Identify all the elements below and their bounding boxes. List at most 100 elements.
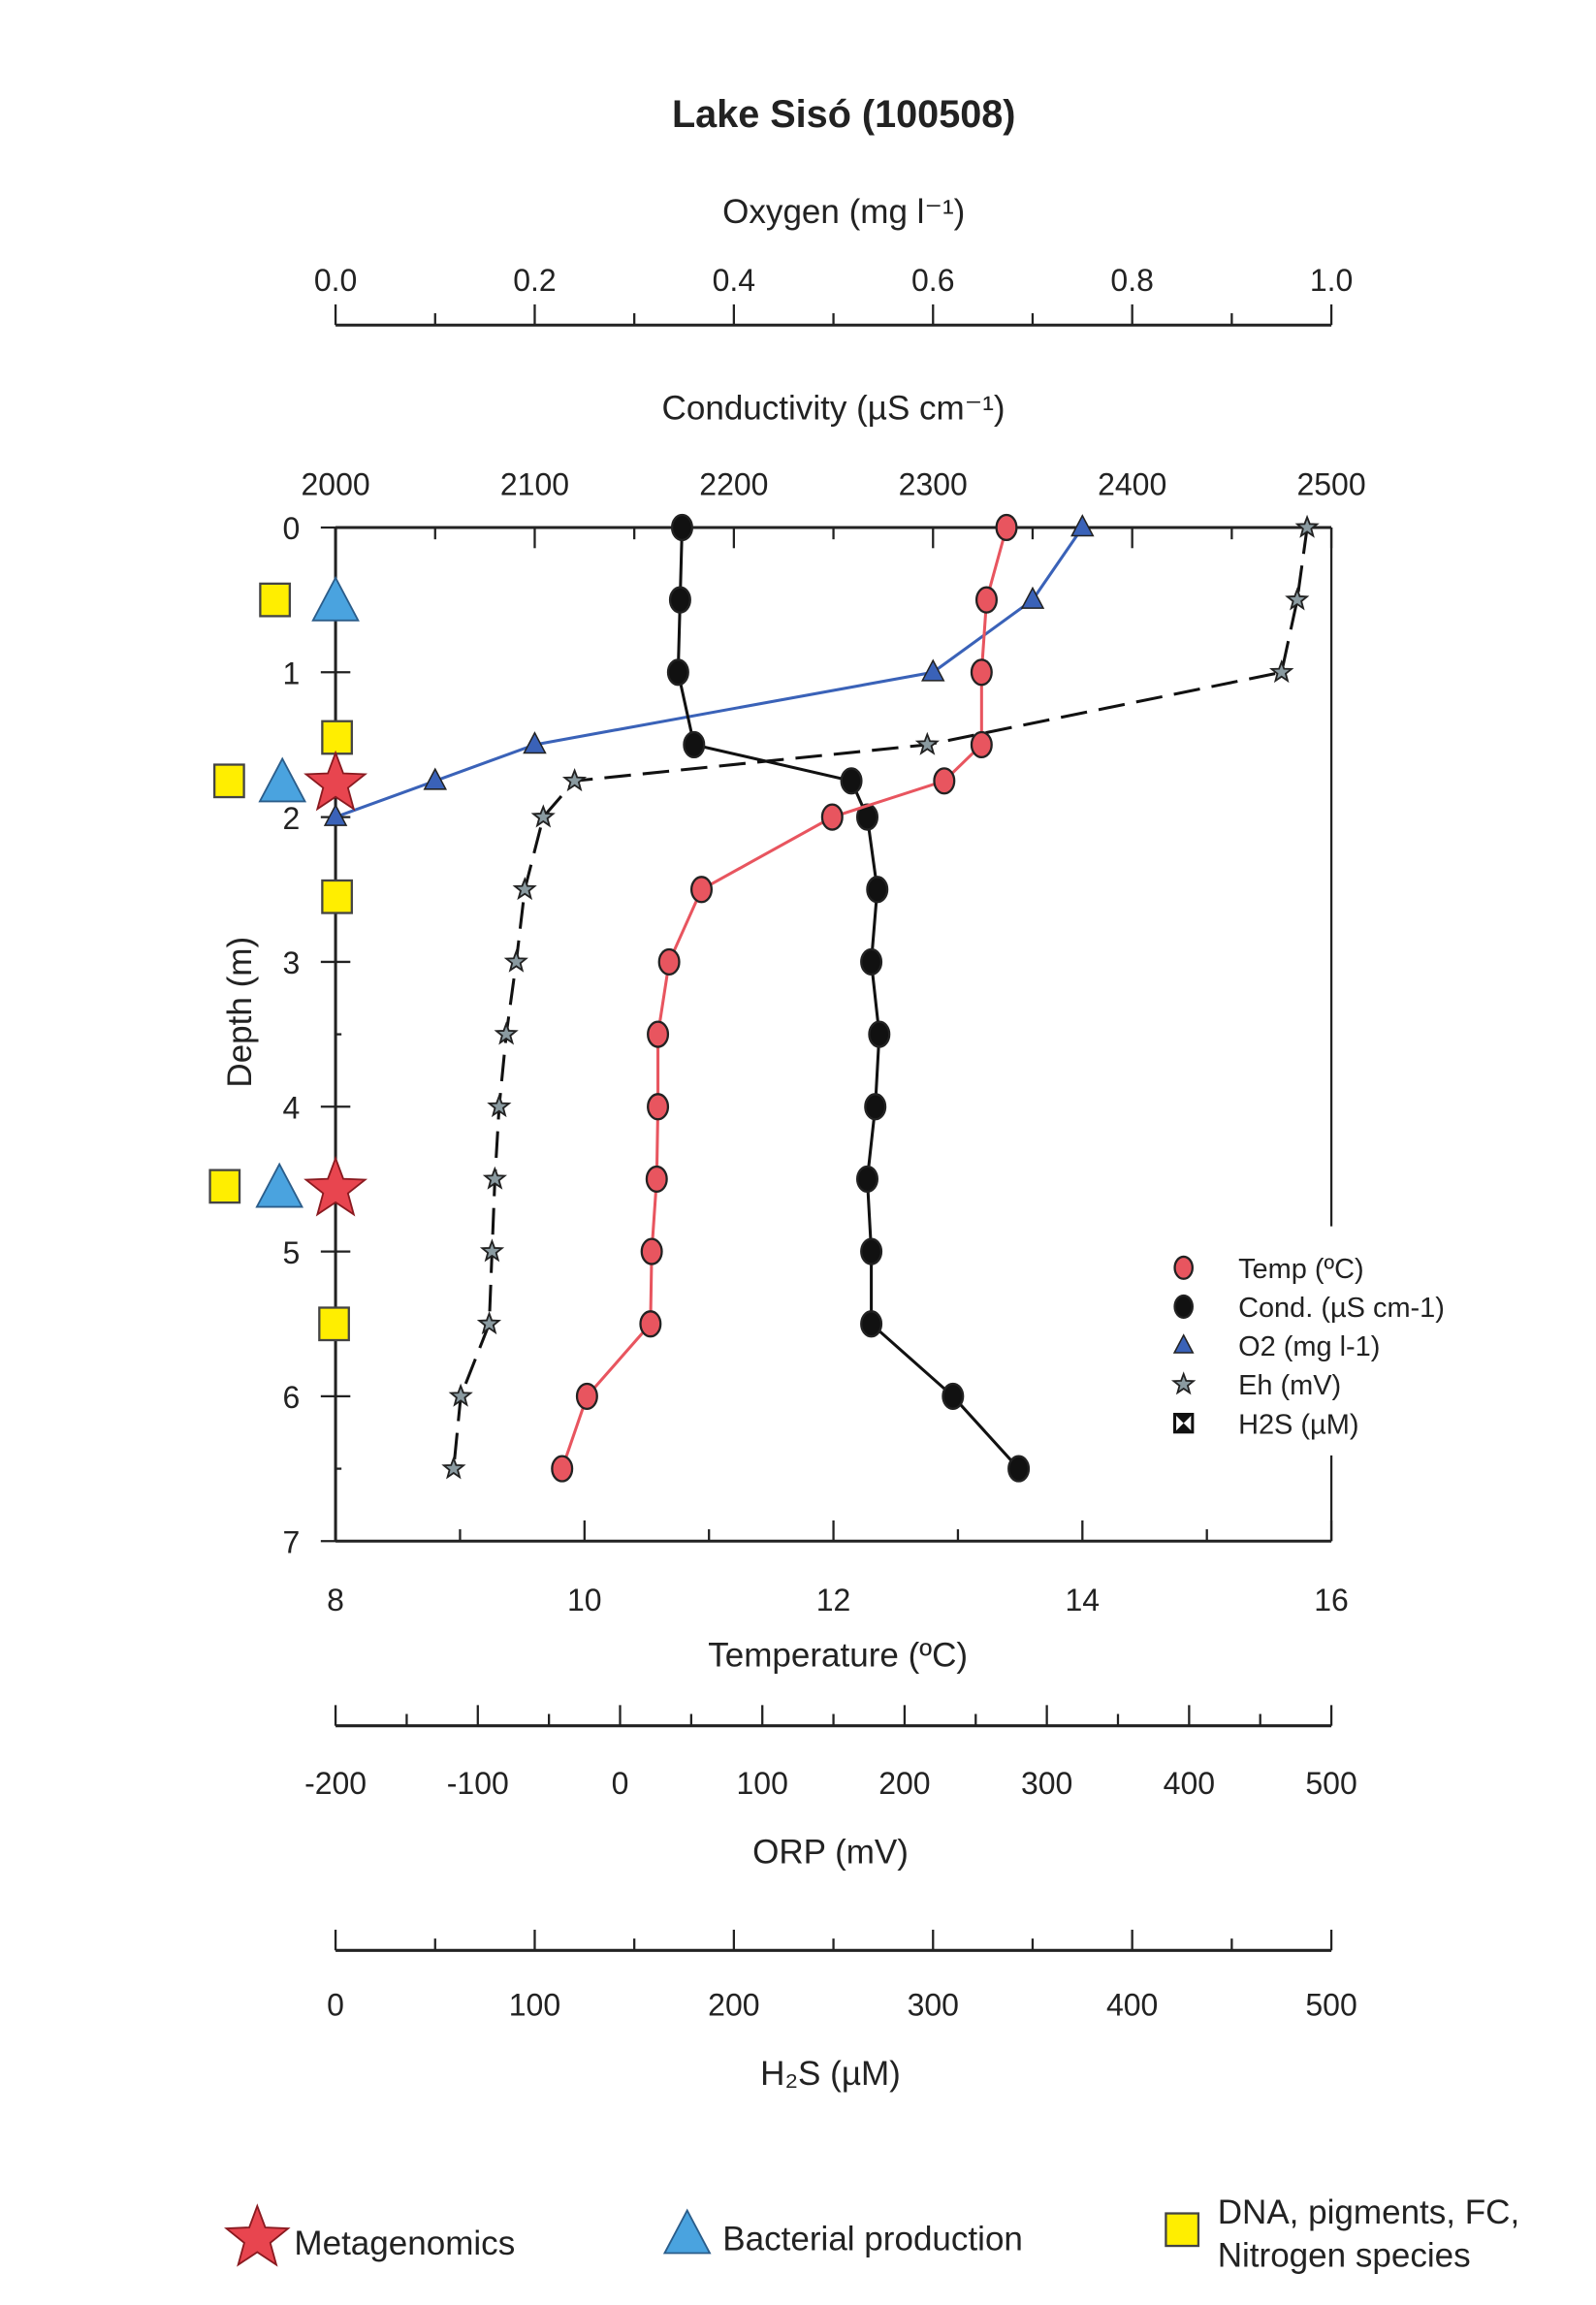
- data-point: [670, 513, 693, 542]
- data-point: [575, 1382, 598, 1411]
- conductivity-tick-label: 2500: [1296, 466, 1365, 501]
- data-point: [1285, 587, 1310, 611]
- orp-tick-label: -100: [447, 1766, 509, 1801]
- orp-tick-label: 400: [1164, 1766, 1215, 1801]
- data-point: [860, 1237, 883, 1265]
- dna-legend-label-line1: DNA, pigments, FC,: [1218, 2193, 1519, 2231]
- oxygen-tick-label: 0.6: [911, 263, 954, 298]
- data-point: [868, 1020, 891, 1048]
- conductivity-tick-label: 2000: [301, 466, 369, 501]
- conductivity-tick-label: 2200: [699, 466, 768, 501]
- data-point: [523, 731, 547, 754]
- data-marks: [208, 513, 1320, 1483]
- bacterial-production-legend-icon: [662, 2208, 712, 2255]
- bacterial-production-legend-label: Bacterial production: [722, 2221, 1023, 2258]
- dna-sample-marker: [208, 1169, 241, 1204]
- oxygen-tick-label: 0.4: [713, 263, 755, 298]
- bacterial-production-marker: [258, 756, 307, 803]
- data-point: [441, 1456, 466, 1480]
- depth-tick-label: 4: [282, 1090, 300, 1125]
- data-point: [482, 1166, 508, 1190]
- data-point: [561, 768, 588, 792]
- bacterial-production-marker: [311, 575, 360, 622]
- data-point: [530, 804, 556, 828]
- orp-tick-label: 200: [878, 1766, 930, 1801]
- h2s-tick-label: 500: [1305, 1987, 1357, 2022]
- depth-axis-label: Depth (m): [221, 937, 259, 1088]
- data-point: [820, 803, 844, 831]
- depth-tick-label: 3: [282, 945, 300, 980]
- legend-label: H2S (µM): [1238, 1409, 1358, 1440]
- orp-axis-label: ORP (mV): [752, 1833, 909, 1871]
- data-point: [942, 1382, 965, 1411]
- data-point: [1020, 586, 1045, 609]
- dna-sample-marker: [318, 1306, 350, 1342]
- dna-sample-marker: [321, 879, 353, 914]
- h2s-tick-label: 0: [327, 1987, 344, 2022]
- dna-legend-icon: [1165, 2212, 1200, 2248]
- h2s-tick-label: 100: [509, 1987, 560, 2022]
- metagenomics-marker: [303, 1155, 368, 1217]
- legend-label: Temp (ºC): [1238, 1254, 1364, 1285]
- data-point: [855, 1165, 878, 1194]
- data-point: [860, 1310, 883, 1338]
- data-point: [1269, 658, 1294, 684]
- data-point: [512, 877, 537, 901]
- temperature-tick-label: 8: [327, 1583, 344, 1617]
- h2s-tick-label: 200: [708, 1987, 759, 2022]
- legend-marker-4: [1173, 1412, 1195, 1434]
- data-point: [647, 1020, 670, 1048]
- legend-label: O2 (mg l-1): [1238, 1331, 1380, 1362]
- series-line-2: [335, 527, 1084, 819]
- data-point: [1294, 514, 1320, 538]
- conductivity-tick-label: 2100: [500, 466, 569, 501]
- depth-tick-label: 1: [282, 656, 300, 690]
- legend-marker-0: [1173, 1255, 1194, 1280]
- conductivity-tick-label: 2300: [899, 466, 968, 501]
- sampling-legend: Metagenomics Bacterial production DNA, pig…: [224, 2193, 1519, 2274]
- data-point: [1070, 514, 1095, 537]
- temperature-tick-label: 16: [1314, 1583, 1349, 1617]
- data-point: [666, 658, 689, 687]
- legend: Temp (ºC) Cond. (µS cm-1) O2 (mg l-1) Eh (m…: [1170, 1254, 1445, 1440]
- dna-sample-marker: [259, 582, 291, 618]
- data-point: [864, 1093, 887, 1121]
- data-point: [860, 947, 883, 976]
- metagenomics-legend-icon: [224, 2203, 291, 2267]
- data-point: [683, 730, 706, 759]
- oxygen-tick-label: 0.8: [1110, 263, 1153, 298]
- h2s-marker-fill: [1174, 1414, 1193, 1432]
- data-point: [1007, 1455, 1031, 1483]
- data-point: [974, 586, 998, 614]
- depth-tick-label: 0: [282, 511, 300, 546]
- oxygen-tick-label: 0.2: [513, 263, 556, 298]
- legend-marker-2: [1172, 1333, 1195, 1354]
- data-point: [448, 1383, 473, 1407]
- data-point: [970, 730, 993, 759]
- legend-marker-3: [1170, 1371, 1197, 1395]
- oxygen-tick-label: 1.0: [1310, 263, 1353, 298]
- data-point: [970, 658, 993, 687]
- depth-tick-label: 6: [282, 1380, 300, 1415]
- data-point: [657, 947, 681, 976]
- dna-sample-marker: [212, 763, 245, 799]
- temperature-tick-label: 14: [1066, 1583, 1101, 1617]
- data-point: [645, 1165, 668, 1194]
- data-point: [494, 1021, 519, 1045]
- orp-tick-label: 0: [612, 1766, 629, 1801]
- legend-label: Cond. (µS cm-1): [1238, 1293, 1445, 1324]
- data-point: [866, 876, 889, 904]
- data-point: [921, 658, 945, 682]
- oxygen-tick-label: 0.0: [314, 263, 357, 298]
- data-point: [995, 513, 1018, 542]
- data-point: [689, 876, 713, 904]
- data-point: [639, 1310, 662, 1338]
- conductivity-axis-label: Conductivity (µS cm⁻¹): [662, 390, 1005, 428]
- data-point: [503, 948, 528, 973]
- data-point: [668, 586, 691, 614]
- h2s-axis-label: H₂S (µM): [760, 2055, 901, 2093]
- bacterial-production-marker: [255, 1162, 304, 1208]
- temperature-axis-label: Temperature (ºC): [708, 1637, 968, 1675]
